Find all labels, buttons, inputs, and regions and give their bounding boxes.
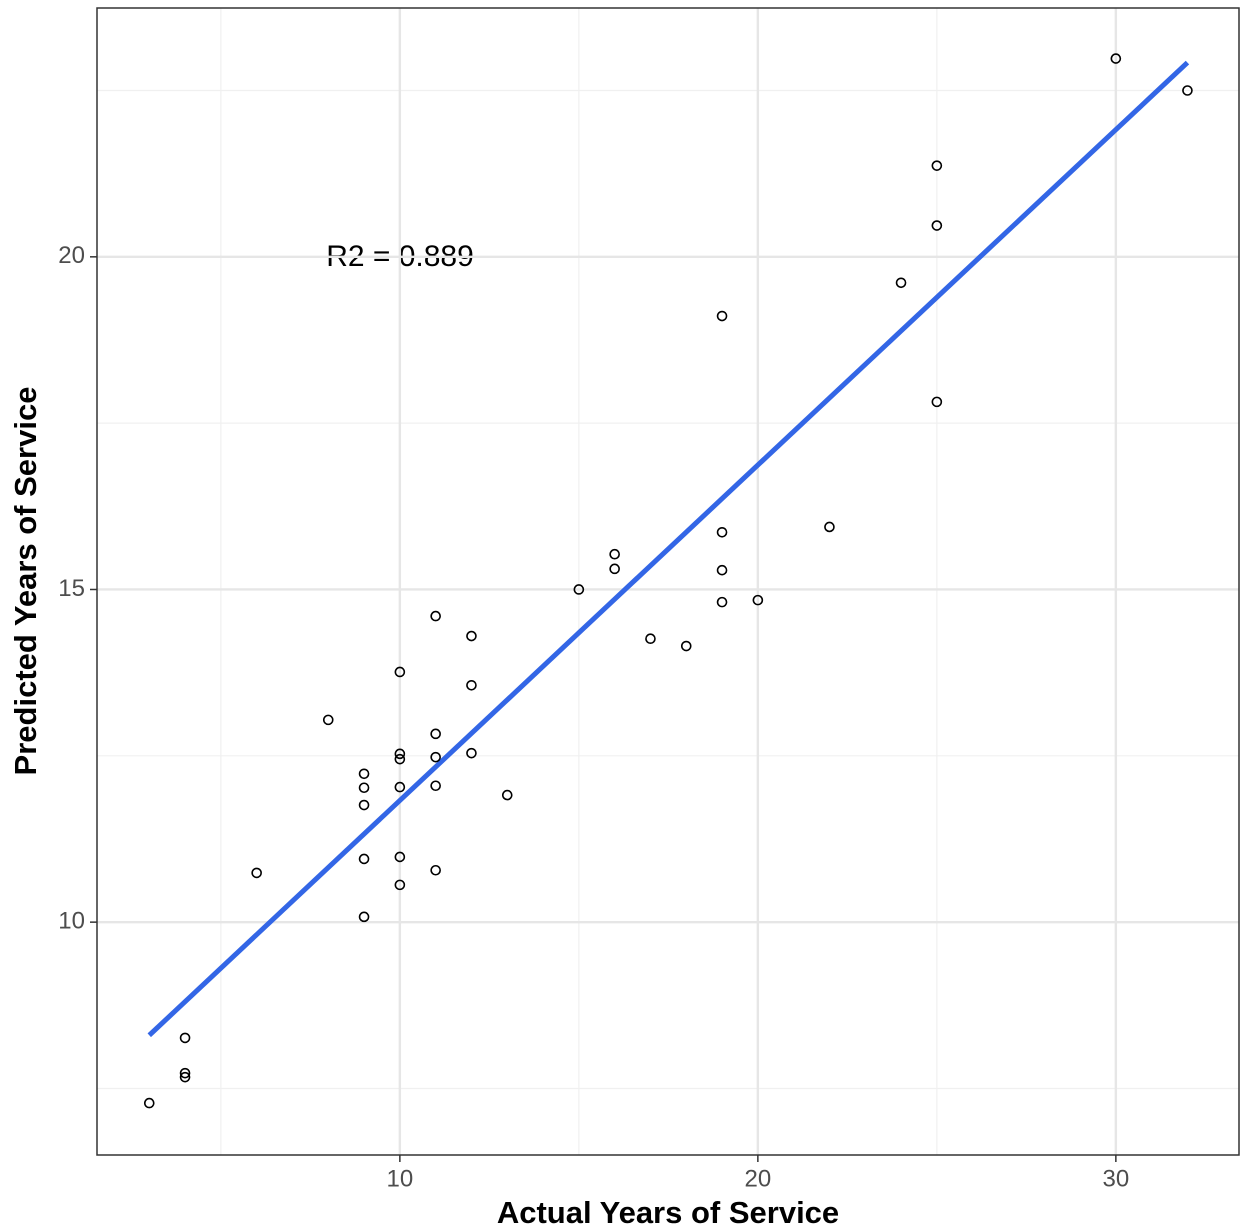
data-point xyxy=(394,666,406,678)
data-point xyxy=(430,751,441,763)
data-point xyxy=(895,277,907,289)
data-point xyxy=(716,596,728,608)
data-point xyxy=(609,548,620,560)
x-axis-title: Actual Years of Service xyxy=(497,1195,839,1230)
data-point xyxy=(931,220,943,231)
data-point xyxy=(680,640,692,652)
data-point xyxy=(358,911,370,923)
data-point xyxy=(752,594,764,606)
data-point xyxy=(394,748,406,760)
data-point xyxy=(931,160,943,171)
data-point xyxy=(501,789,513,801)
data-point xyxy=(716,526,728,538)
data-point xyxy=(931,396,943,408)
data-point xyxy=(143,1097,155,1109)
data-point xyxy=(394,781,406,793)
data-point xyxy=(322,714,334,726)
y-tick-label: 15 xyxy=(58,575,85,602)
data-point xyxy=(609,563,620,575)
plot-border xyxy=(96,7,1240,1156)
data-point xyxy=(358,782,370,794)
data-point xyxy=(251,867,262,879)
data-point xyxy=(394,879,406,891)
data-point xyxy=(1182,85,1193,96)
data-point xyxy=(179,1067,191,1079)
data-point xyxy=(716,564,728,576)
y-tick-label: 10 xyxy=(58,907,85,934)
data-point xyxy=(358,853,370,865)
data-point xyxy=(394,851,406,863)
fit-line xyxy=(147,60,1190,1038)
data-point xyxy=(430,610,441,622)
data-point xyxy=(430,864,441,876)
y-tick-label: 20 xyxy=(58,242,85,269)
data-point xyxy=(179,1032,191,1044)
data-point xyxy=(394,753,406,765)
data-point xyxy=(466,747,477,759)
data-point xyxy=(716,310,728,322)
data-point xyxy=(179,1071,191,1083)
data-point xyxy=(358,799,370,811)
data-point xyxy=(1110,53,1122,64)
x-tick-label: 10 xyxy=(387,1165,414,1192)
x-tick-label: 20 xyxy=(745,1165,772,1192)
y-axis-title: Predicted Years of Service xyxy=(8,387,43,776)
data-point xyxy=(466,630,477,642)
data-point xyxy=(466,679,477,691)
x-tick-label: 30 xyxy=(1102,1165,1129,1192)
data-point xyxy=(824,521,835,533)
data-point xyxy=(645,633,656,645)
data-point xyxy=(573,584,585,595)
data-point xyxy=(430,728,441,740)
data-point xyxy=(358,768,370,780)
data-point xyxy=(430,780,441,792)
